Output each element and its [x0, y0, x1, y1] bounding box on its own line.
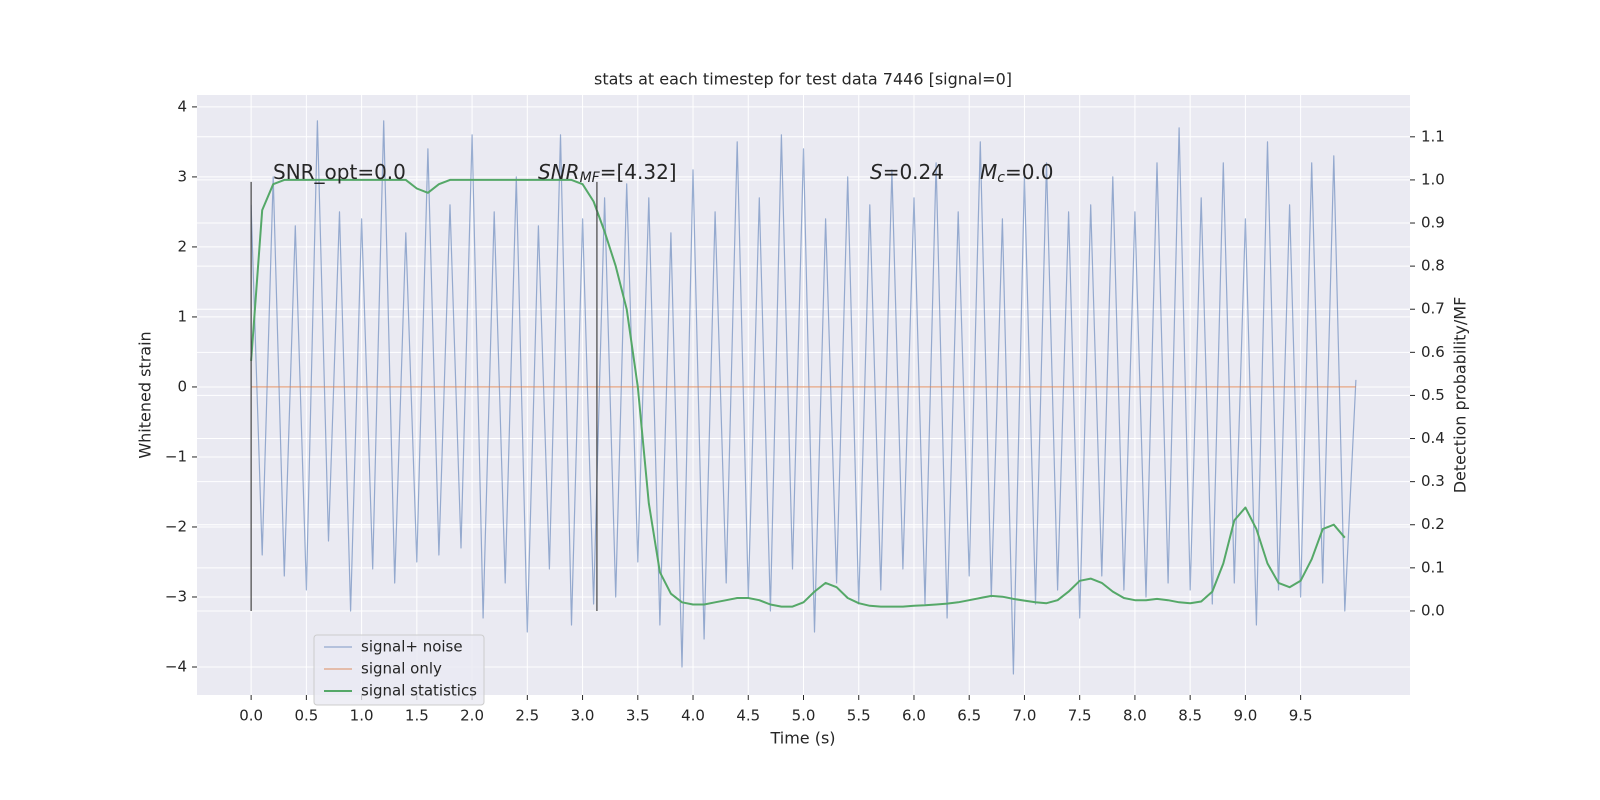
legend [313, 634, 485, 706]
x-tick-label: 8.0 [1123, 707, 1147, 725]
series-line [250, 120, 1357, 675]
annotation-part: =0.0 [1005, 160, 1054, 184]
annotation-part: S [870, 160, 883, 184]
x-tick-label: 8.5 [1178, 707, 1202, 725]
annotation: SNRMF=[4.32] [538, 160, 677, 187]
y2-tick-label: 1.0 [1421, 170, 1445, 188]
y-tick-label: 0 [177, 377, 187, 395]
y2-tick-label: 0.4 [1421, 429, 1445, 447]
y2-tick-label: 0.0 [1421, 601, 1445, 619]
y2-tick-label: 0.5 [1421, 386, 1445, 404]
x-tick-label: 2.5 [515, 707, 539, 725]
y2-tick-label: 0.8 [1421, 257, 1445, 275]
y-tick-label: −3 [165, 587, 187, 605]
y2-tick-label: 0.2 [1421, 515, 1445, 533]
x-tick-label: 7.5 [1068, 707, 1092, 725]
x-tick-label: 9.5 [1289, 707, 1313, 725]
annotation-part: =0.24 [883, 160, 944, 184]
x-tick-label: 3.0 [571, 707, 595, 725]
y-tick-label: 1 [177, 307, 187, 325]
annotation: S=0.24 [870, 160, 944, 184]
y2-tick-label: 0.1 [1421, 558, 1445, 576]
y-tick-label: 4 [177, 97, 187, 115]
y2-tick-label: 0.6 [1421, 343, 1445, 361]
y-tick-label: −2 [165, 517, 187, 535]
y-tick-label: −1 [165, 447, 187, 465]
annotation-subscript: MF [580, 170, 601, 186]
x-tick-label: 5.5 [847, 707, 871, 725]
legend-label: signal+ noise [361, 638, 463, 656]
annotation-part: =[4.32] [600, 160, 677, 184]
x-tick-label: 1.5 [405, 707, 429, 725]
legend-label: signal statistics [361, 682, 477, 700]
legend-label: signal only [361, 660, 442, 678]
x-tick-label: 4.0 [681, 707, 705, 725]
y2-axis-label: Detection probability/MF [1451, 297, 1470, 494]
y-axis-label: Whitened strain [136, 331, 155, 458]
annotation-part: SNR_opt=0.0 [273, 160, 406, 184]
y-tick-label: −4 [165, 657, 187, 675]
x-tick-label: 0.0 [239, 707, 263, 725]
y2-tick-label: 0.7 [1421, 300, 1445, 318]
annotation: Mc=0.0 [980, 160, 1054, 187]
annotation-part: SNR [538, 160, 580, 184]
x-tick-label: 4.5 [736, 707, 760, 725]
series-line [250, 178, 1346, 608]
x-tick-label: 9.0 [1233, 707, 1257, 725]
annotation-subscript: c [997, 170, 1005, 186]
y2-tick-label: 0.3 [1421, 472, 1445, 490]
y-tick-label: 3 [177, 167, 187, 185]
annotation: SNR_opt=0.0 [273, 160, 406, 184]
x-tick-label: 2.0 [460, 707, 484, 725]
x-tick-label: 6.0 [902, 707, 926, 725]
x-tick-label: 1.0 [350, 707, 374, 725]
x-axis-label: Time (s) [769, 729, 835, 748]
x-tick-label: 7.0 [1013, 707, 1037, 725]
annotation-part: M [980, 160, 997, 184]
y2-tick-label: 0.9 [1421, 214, 1445, 232]
x-tick-label: 3.5 [626, 707, 650, 725]
x-tick-label: 0.5 [294, 707, 318, 725]
x-tick-label: 6.5 [957, 707, 981, 725]
x-tick-label: 5.0 [792, 707, 816, 725]
chart-title: stats at each timestep for test data 744… [594, 70, 1012, 89]
y2-tick-label: 1.1 [1421, 127, 1445, 145]
y-tick-label: 2 [177, 237, 187, 255]
